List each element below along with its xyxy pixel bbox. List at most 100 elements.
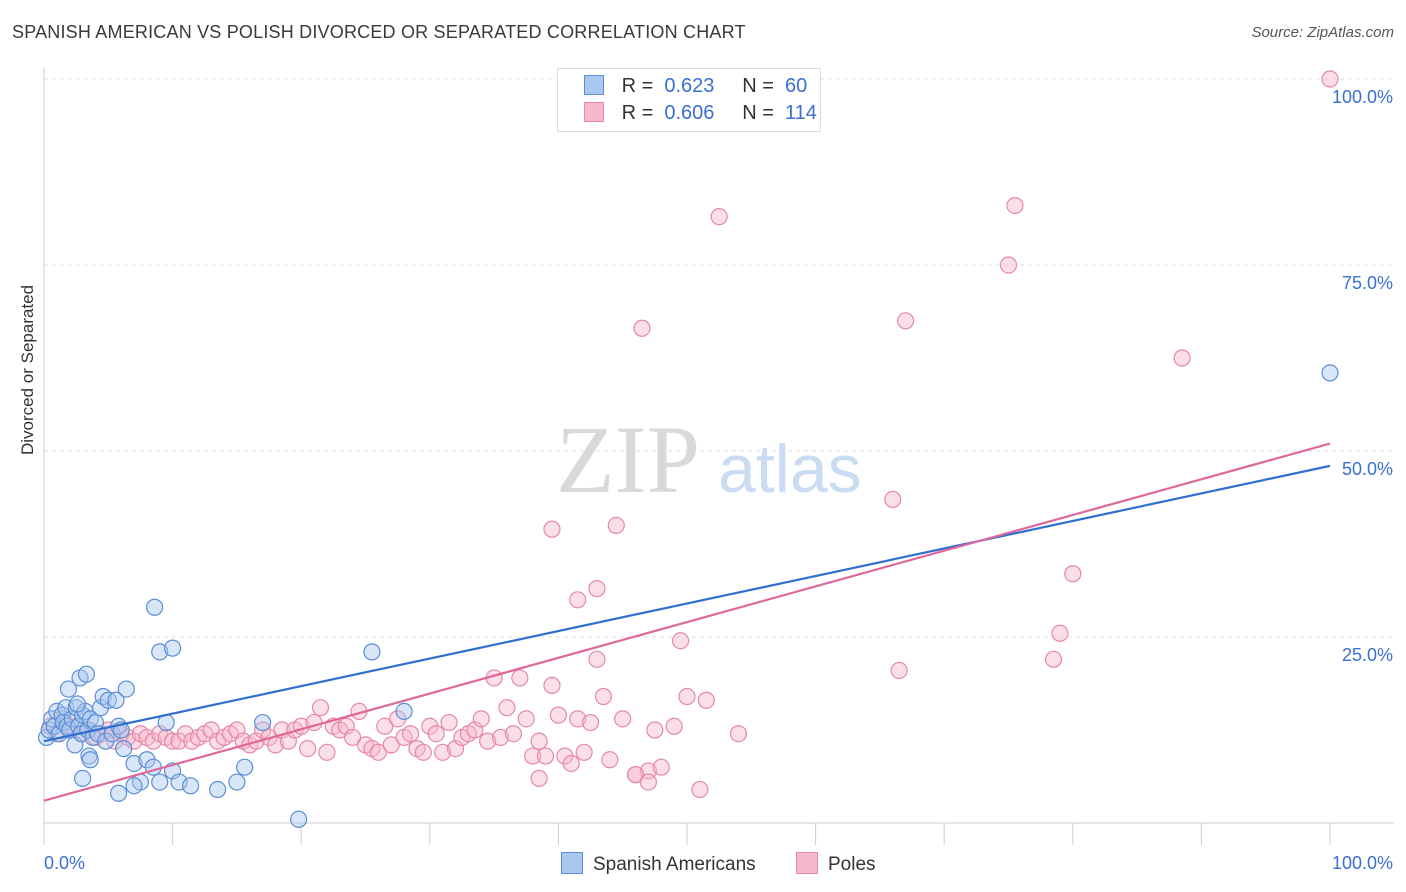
n-label: N = — [742, 75, 774, 97]
x-tick-label: 0.0% — [44, 853, 85, 873]
poles-point — [318, 743, 336, 761]
legend-item-poles: Poles — [796, 852, 876, 876]
spanish-americans-point — [151, 643, 169, 661]
spanish-americans-point — [151, 773, 169, 791]
poles-point — [678, 687, 696, 706]
poles-point — [1051, 624, 1069, 642]
poles-point — [581, 713, 600, 732]
poles-point — [530, 769, 548, 787]
chart-title: SPANISH AMERICAN VS POLISH DIVORCED OR S… — [12, 22, 746, 42]
poles-point — [369, 743, 387, 761]
spanish-americans-point — [77, 665, 96, 683]
poles-point — [633, 319, 651, 337]
trend-lines — [43, 442, 1331, 802]
poles-point — [382, 736, 400, 754]
y-axis-label: Divorced or Separated — [18, 284, 37, 455]
legend-label: Poles — [828, 854, 876, 875]
poles-point — [1321, 70, 1339, 88]
poles-point — [517, 710, 535, 728]
stats-legend: R = 0.623 N = 60 R = 0.606 N = 114 — [557, 68, 821, 132]
axes — [43, 68, 1394, 845]
poles-point — [665, 717, 683, 735]
poles-point — [710, 208, 728, 226]
legend-item-spanish-americans: Spanish Americans — [561, 852, 756, 876]
spanish-americans-point — [228, 773, 246, 791]
poles-point — [1044, 650, 1063, 668]
poles-point — [639, 773, 658, 791]
poles-point — [691, 780, 709, 799]
poles-point — [569, 710, 587, 728]
poles-point — [646, 721, 664, 739]
poles-trend-line — [43, 442, 1331, 802]
watermark-atlas: atlas — [718, 431, 862, 507]
n-value: 114 — [785, 102, 817, 124]
poles-point — [479, 732, 497, 750]
r-label: R = — [621, 75, 654, 97]
spanish-americans-trend-line — [43, 464, 1331, 743]
poles-point — [626, 766, 645, 784]
watermark-zip: ZIP — [556, 406, 700, 513]
y-tick-label: 75.0% — [1342, 273, 1393, 293]
spanish-americans-point — [68, 695, 87, 713]
spanish-americans-point — [290, 810, 308, 828]
poles-point — [536, 747, 555, 765]
y-tick-label: 100.0% — [1332, 87, 1393, 107]
spanish-americans-point — [59, 680, 78, 698]
spanish-americans-point — [81, 751, 99, 769]
blue-swatch-icon — [561, 852, 583, 874]
legend-row-poles: R = 0.606 N = 114 — [584, 102, 817, 125]
poles-point — [671, 632, 690, 650]
poles-point — [588, 580, 606, 598]
poles-point — [562, 754, 580, 773]
poles-point — [1173, 349, 1191, 367]
poles-point — [614, 710, 632, 728]
poles-point — [427, 725, 445, 743]
n-label: N = — [742, 102, 774, 124]
poles-point — [434, 743, 452, 761]
poles-point — [588, 650, 606, 668]
x-tick-label: 100.0% — [1332, 853, 1393, 873]
spanish-americans-point — [395, 702, 413, 721]
source-credit: Source: ZipAtlas.com — [1251, 24, 1394, 41]
poles-point — [652, 758, 670, 776]
poles-point — [299, 739, 317, 758]
spanish-americans-point — [164, 639, 182, 657]
poles-point — [594, 687, 613, 706]
pink-swatch-icon — [584, 102, 604, 122]
legend-row-spanish-americans: R = 0.623 N = 60 — [584, 75, 807, 98]
poles-point — [164, 732, 182, 750]
poles-point — [401, 725, 420, 743]
poles-point — [311, 699, 330, 717]
spanish-americans-point — [209, 780, 227, 799]
poles-point — [376, 717, 394, 735]
poles-point — [729, 725, 748, 743]
spanish-americans-point — [117, 680, 135, 698]
poles-point — [491, 728, 510, 747]
poles-point — [884, 490, 902, 508]
grid-lines — [44, 78, 1394, 638]
y-tick-label: 50.0% — [1342, 459, 1393, 479]
pink-swatch-icon — [796, 852, 818, 874]
spanish-americans-point — [115, 739, 133, 758]
spanish-americans-point — [236, 758, 254, 776]
poles-point — [607, 516, 625, 535]
r-value: 0.623 — [664, 75, 715, 97]
r-value: 0.606 — [664, 102, 715, 124]
spanish-americans-point — [107, 691, 125, 709]
poles-point — [504, 725, 522, 743]
legend-label: Spanish Americans — [593, 854, 756, 875]
poles-point — [697, 691, 715, 709]
poles-point — [344, 728, 362, 747]
poles-point — [549, 706, 568, 724]
y-tick-label: 25.0% — [1342, 645, 1393, 665]
poles-point — [543, 520, 561, 538]
poles-point — [524, 747, 542, 765]
spanish-americans-point — [125, 754, 143, 773]
poles-point — [897, 312, 915, 330]
poles-point — [440, 713, 458, 732]
poles-point — [999, 256, 1018, 274]
n-value: 60 — [785, 75, 808, 97]
poles-point — [511, 669, 529, 687]
poles-point — [472, 710, 490, 728]
